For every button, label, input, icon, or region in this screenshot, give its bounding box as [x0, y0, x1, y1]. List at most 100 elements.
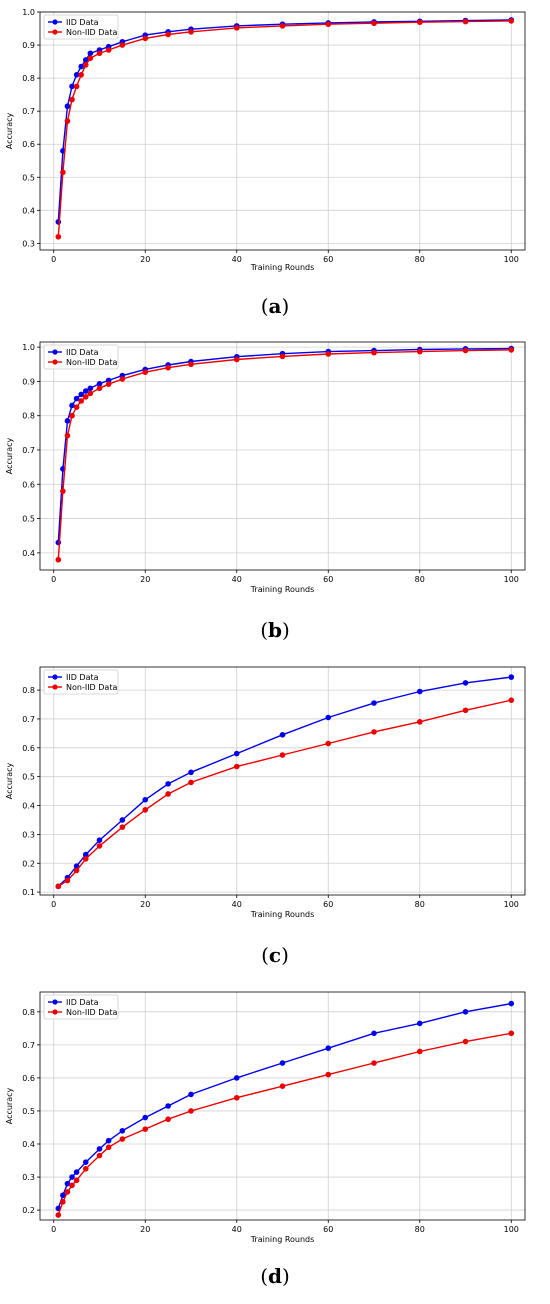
chart-c-noniid-point-12 [371, 729, 377, 735]
chart-d-iid-point-10 [165, 1103, 171, 1109]
chart-d-ytick-label-4: 0.6 [22, 1074, 35, 1083]
chart-c-xlabel: Training Rounds [250, 910, 315, 919]
chart-d-iid-point-14 [325, 1045, 332, 1051]
chart-a-noniid-point-9 [105, 47, 112, 53]
chart-d-noniid-point-12 [233, 1094, 240, 1101]
chart-d-ytick-label-5: 0.7 [22, 1041, 35, 1050]
chart-d-iid-point-16 [416, 1020, 423, 1027]
chart-a-xtick-label-2: 40 [232, 255, 242, 264]
chart-b-noniid-point-3 [69, 412, 75, 419]
chart-b-noniid-point-15 [279, 353, 286, 360]
chart-b-xlabel: Training Rounds [250, 585, 315, 594]
chart-c-iid-point-4 [96, 837, 103, 843]
chart-b-iid-point-6 [82, 388, 89, 394]
chart-c-iid-point-6 [142, 796, 149, 803]
chart-a-noniid-point-12 [165, 31, 171, 38]
chart-b-noniid-point-17 [371, 349, 377, 356]
chart-d-noniid-point-7 [105, 1144, 112, 1151]
chart-a-ytick-label-3: 0.6 [22, 140, 35, 149]
chart-d-series-line-noniid [57, 1032, 512, 1216]
chart-b-noniid-point-19 [462, 347, 469, 354]
chart-d-frame [39, 991, 526, 1221]
chart-d-series-line-iid [57, 1002, 512, 1209]
chart-b-ytick-label-6: 1.0 [22, 343, 35, 352]
chart-c-ytick-label-5: 0.6 [22, 744, 35, 753]
chart-b-noniid-point-5 [78, 398, 84, 404]
chart-a-noniid-point-14 [233, 25, 240, 31]
chart-b-ytick-label-1: 0.5 [22, 515, 35, 524]
chart-d-noniid-point-2 [64, 1189, 71, 1195]
chart-a-xtick-label-3: 60 [323, 255, 333, 264]
chart-a-noniid-point-20 [508, 18, 515, 24]
chart-c-xtick-label-4: 80 [415, 900, 425, 909]
chart-c-noniid-point-2 [73, 867, 80, 874]
chart-d-ytick-label-6: 0.8 [22, 1008, 35, 1017]
chart-a-noniid-point-4 [73, 83, 80, 90]
chart-d-ytick-label-3: 0.5 [22, 1107, 35, 1116]
chart-a-iid-point-4 [73, 72, 80, 78]
chart-b-noniid-point-11 [142, 369, 149, 375]
chart-d-iid-point-11 [188, 1091, 194, 1098]
chart-d-noniid-point-11 [188, 1108, 194, 1114]
chart-c-iid-point-7 [165, 781, 171, 787]
chart-c-noniid-point-9 [233, 763, 240, 770]
chart-b-noniid-point-10 [119, 376, 126, 382]
chart-b-noniid-point-16 [325, 351, 332, 357]
chart-a-series-line-noniid [57, 20, 512, 237]
chart-a-xtick-label-5: 100 [504, 255, 519, 264]
chart-a-noniid-point-6 [82, 62, 89, 68]
chart-a-ytick-label-7: 1.0 [22, 8, 35, 17]
chart-d-iid-point-1 [60, 1192, 66, 1199]
chart-a-noniid-point-5 [78, 72, 84, 78]
chart-c-noniid-point-14 [462, 707, 469, 714]
chart-b-xtick-label-0: 0 [51, 575, 56, 584]
chart-a-noniid-point-10 [119, 42, 126, 48]
chart-a-noniid-point-1 [60, 169, 66, 176]
chart-a-noniid-point-16 [325, 21, 332, 28]
chart-c-ytick-label-2: 0.3 [22, 830, 35, 839]
chart-b-iid-point-7 [87, 385, 94, 392]
chart-b-noniid-point-9 [105, 381, 112, 387]
chart-panel-c: 0 20 40 60 80 100 0.1 0.2 0.3 0.4 0.5 0.6 0.7 0.8 Trai… [0, 655, 550, 980]
chart-b-noniid-point-1 [60, 488, 66, 494]
chart-d-ylabel: Accuracy [5, 1087, 14, 1124]
chart-d-iid-point-15 [371, 1030, 377, 1037]
chart-d-iid-point-17 [462, 1009, 469, 1015]
chart-c-series-line-iid [57, 676, 512, 887]
chart-c-svg: 0 20 40 60 80 100 0.1 0.2 0.3 0.4 0.5 0.6 0.7 0.8 Trai… [5, 666, 526, 919]
chart-d-legend-marker-noniid [52, 1009, 58, 1015]
caption-c: (c) [261, 943, 289, 967]
chart-a-series-line-iid [57, 19, 512, 222]
chart-a-frame [39, 11, 526, 251]
chart-b-noniid-point-13 [188, 361, 194, 368]
chart-c-frame [39, 666, 526, 896]
chart-a-ytick-label-5: 0.8 [22, 74, 35, 83]
chart-c-xtick-label-3: 60 [323, 900, 333, 909]
chart-d-xtick-label-1: 20 [140, 1225, 150, 1234]
chart-d-noniid-point-15 [371, 1060, 377, 1066]
chart-a-noniid-point-17 [371, 20, 377, 27]
chart-b-noniid-point-7 [87, 390, 94, 397]
chart-b-xtick-label-3: 60 [323, 575, 333, 584]
chart-c-iid-point-2 [73, 863, 80, 869]
chart-c-noniid-point-10 [279, 752, 286, 758]
chart-c-noniid-point-3 [82, 856, 89, 862]
chart-b-iid-point-8 [96, 381, 103, 387]
chart-c-ytick-label-1: 0.2 [22, 859, 35, 868]
chart-b-legend-marker-iid [52, 349, 58, 355]
chart-d-noniid-point-4 [73, 1177, 80, 1184]
chart-b-iid-point-4 [73, 395, 80, 402]
chart-d-xtick-label-4: 80 [415, 1225, 425, 1234]
chart-b-legend-label-noniid: Non-IID Data [66, 358, 117, 367]
chart-c-noniid-point-4 [96, 843, 103, 849]
chart-a-ytick-label-4: 0.7 [22, 107, 35, 116]
chart-d-svg: 0 20 40 60 80 100 0.2 0.3 0.4 0.5 0.6 0.7 0.8 Trainin… [5, 991, 526, 1244]
chart-d-ytick-label-1: 0.3 [22, 1173, 35, 1182]
chart-c-noniid-point-1 [64, 877, 71, 884]
chart-c-legend-label-noniid: Non-IID Data [66, 683, 117, 692]
chart-c-noniid-point-11 [325, 740, 332, 747]
chart-a-legend-marker-iid [52, 19, 58, 25]
chart-c-noniid-point-13 [416, 719, 423, 725]
chart-a-ytick-label-1: 0.4 [22, 206, 35, 215]
chart-c-iid-point-13 [416, 688, 423, 695]
